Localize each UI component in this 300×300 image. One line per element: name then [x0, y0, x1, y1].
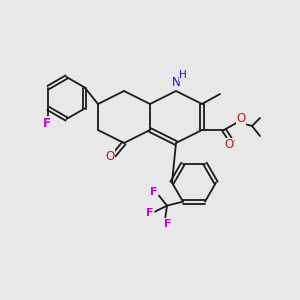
- Text: H: H: [179, 70, 187, 80]
- Text: N: N: [172, 76, 180, 88]
- Text: F: F: [164, 219, 172, 229]
- Text: F: F: [43, 117, 51, 130]
- Text: F: F: [150, 187, 158, 197]
- Text: O: O: [224, 139, 234, 152]
- Text: F: F: [146, 208, 154, 218]
- Text: O: O: [105, 149, 115, 163]
- Text: O: O: [236, 112, 246, 124]
